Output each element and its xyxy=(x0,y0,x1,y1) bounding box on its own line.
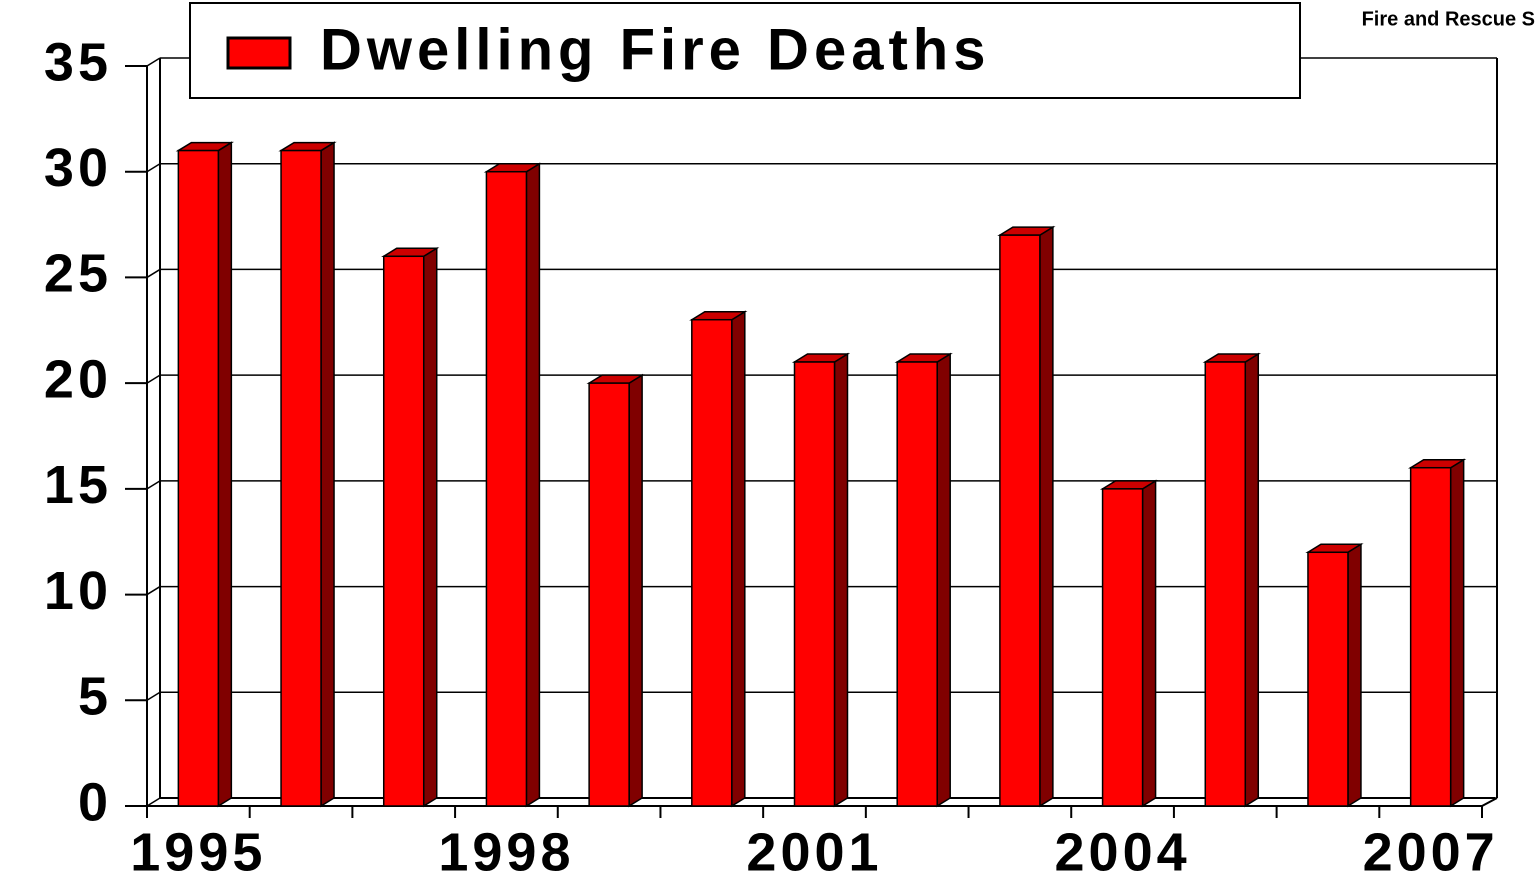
bar xyxy=(1307,551,1349,807)
grid-line-side xyxy=(146,57,161,67)
grid-line-side xyxy=(146,374,161,384)
bar-side xyxy=(1449,458,1465,808)
y-tick-label: 0 xyxy=(78,772,112,832)
y-tick-label: 15 xyxy=(44,455,112,515)
bar-side xyxy=(1347,542,1362,808)
grid-line-side xyxy=(146,797,161,807)
bar xyxy=(691,318,733,807)
bar xyxy=(793,361,836,807)
y-tick-label: 10 xyxy=(44,561,112,621)
x-tick-label: 2001 xyxy=(746,822,882,882)
grid-line-side xyxy=(146,585,161,596)
y-tick-label: 20 xyxy=(44,349,112,409)
legend-swatch xyxy=(226,36,292,70)
bar-side xyxy=(320,141,335,808)
source-annotation: Fire and Rescue S xyxy=(1362,8,1535,30)
grid-line-side xyxy=(146,163,161,173)
y-tick-label: 30 xyxy=(44,138,112,198)
x-tick-label: 1995 xyxy=(130,822,266,882)
bar xyxy=(177,149,220,807)
bar-side xyxy=(1141,479,1157,808)
bar-side xyxy=(731,310,746,808)
bar xyxy=(1101,488,1144,807)
x-tick-label: 1998 xyxy=(438,822,574,882)
bar xyxy=(280,149,322,807)
x-tick-label: 2004 xyxy=(1055,822,1191,882)
bar xyxy=(1409,466,1452,807)
bar-side xyxy=(422,246,438,808)
bar-side xyxy=(936,352,951,808)
legend-box xyxy=(189,2,1301,99)
bar-side xyxy=(1039,225,1054,808)
floor-right xyxy=(1481,797,1498,807)
bar-side xyxy=(1244,352,1260,808)
grid-line-side xyxy=(146,691,161,701)
bar xyxy=(485,170,528,807)
bar xyxy=(588,382,630,807)
bar-side xyxy=(525,162,541,808)
x-tick-label: 2007 xyxy=(1363,822,1499,882)
bar xyxy=(1204,361,1247,807)
y-tick-label: 5 xyxy=(78,667,112,727)
bar xyxy=(382,255,425,807)
bar xyxy=(999,234,1041,807)
legend-label: Dwelling Fire Deaths xyxy=(320,17,990,82)
grid-line-side xyxy=(146,268,161,279)
bar xyxy=(896,361,938,807)
bar-side xyxy=(628,373,643,808)
y-tick-label: 25 xyxy=(44,244,112,304)
bar-side xyxy=(217,141,233,808)
grid-line-side xyxy=(146,480,161,490)
bar-side xyxy=(833,352,849,808)
y-tick-label: 35 xyxy=(44,32,112,92)
